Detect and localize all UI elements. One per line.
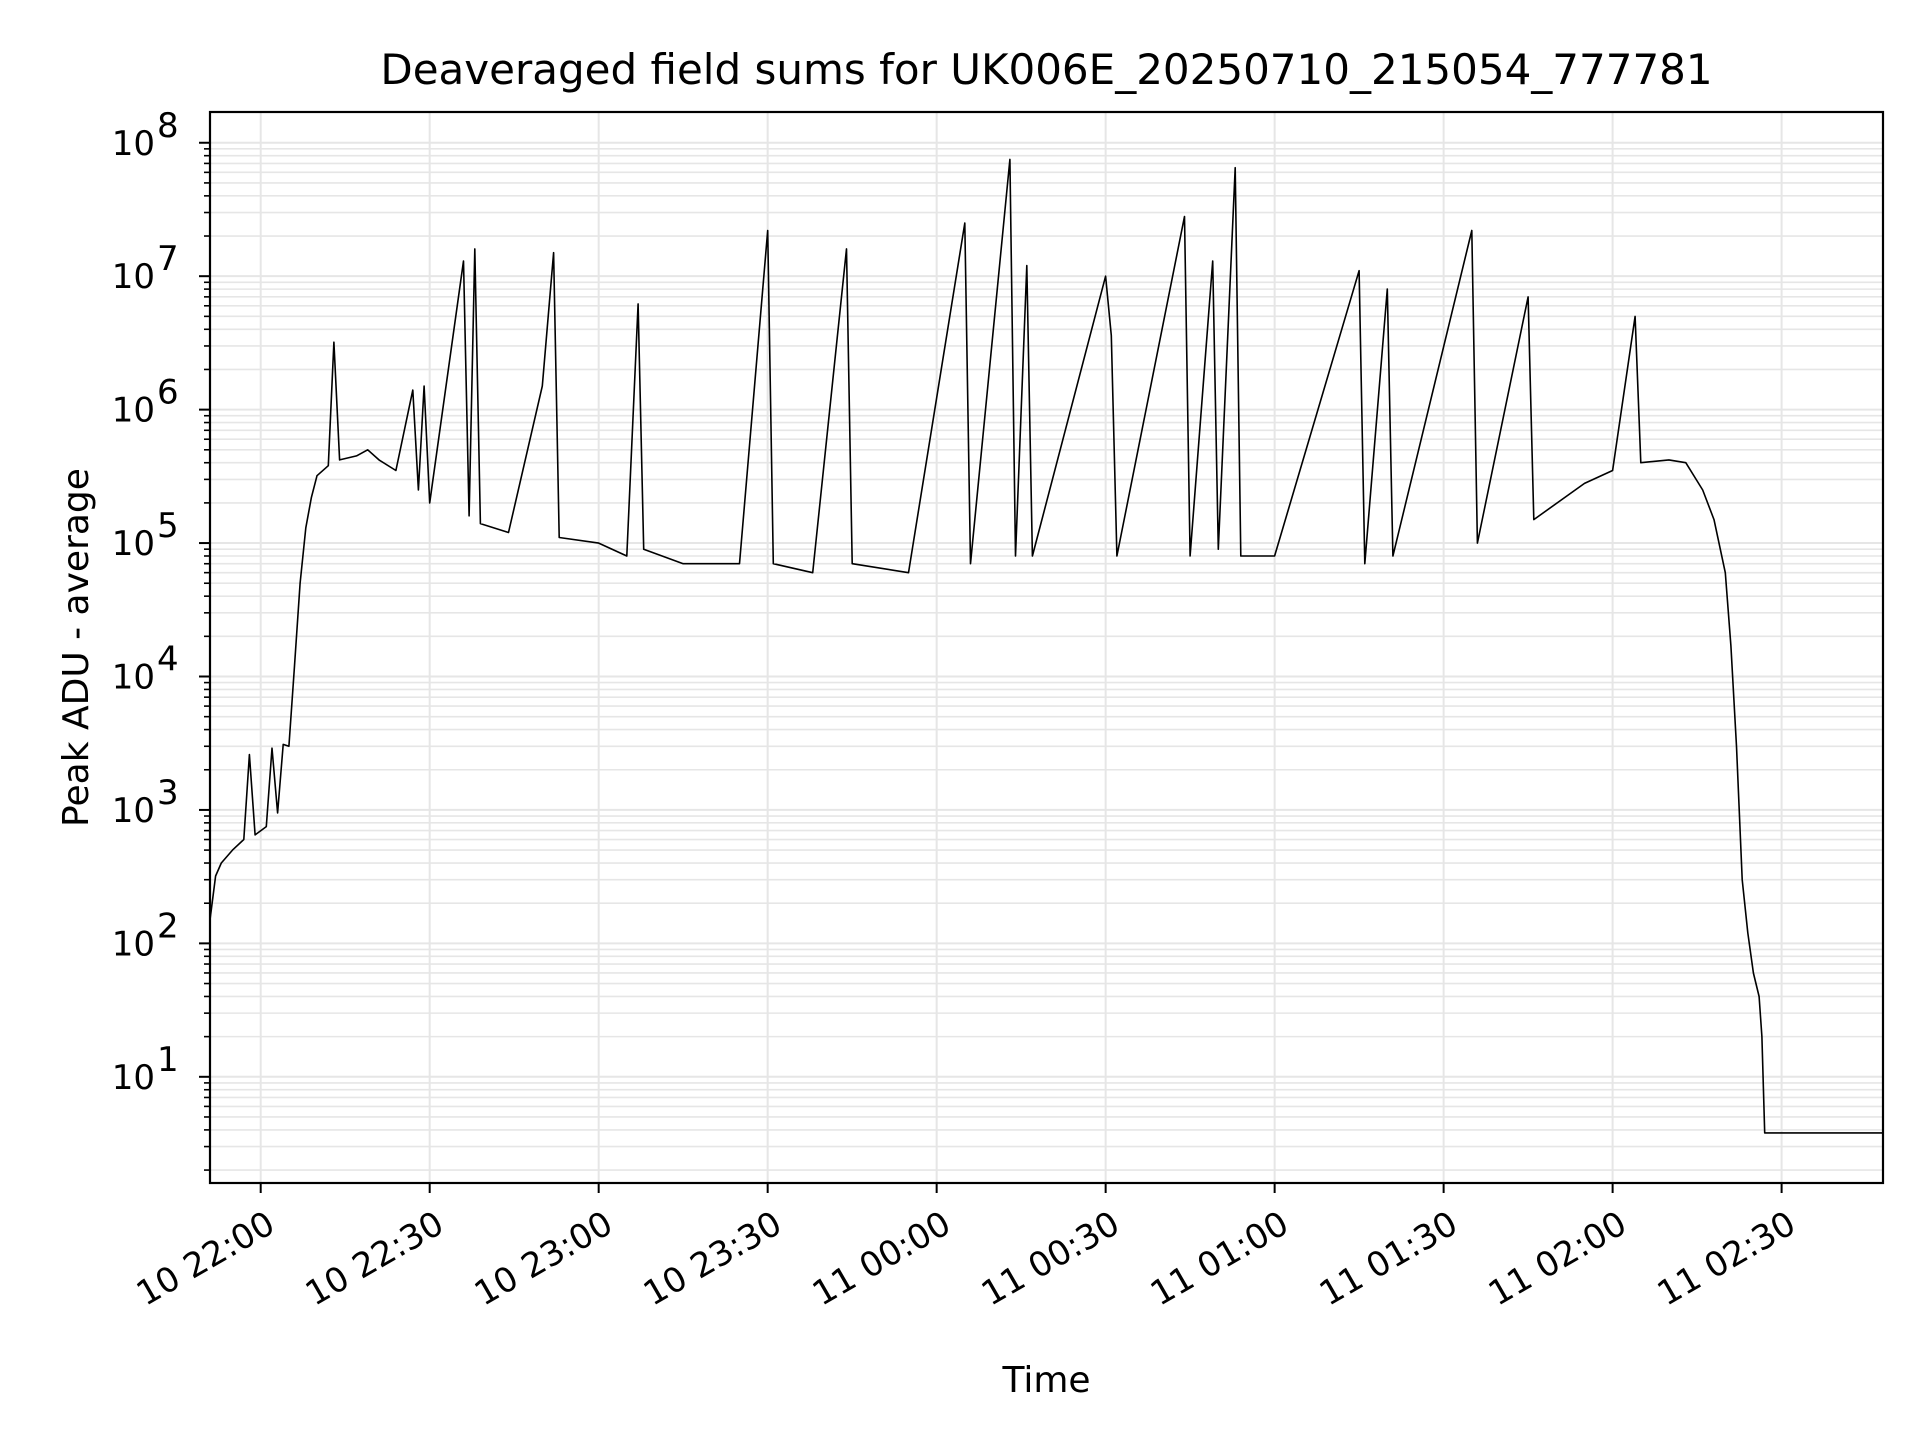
y-tick-exponent: 5 [157, 506, 179, 546]
series-line-0 [209, 158, 1883, 1134]
y-tick-label: 10 [112, 257, 155, 297]
y-tick-exponent: 6 [157, 373, 179, 413]
y-tick-exponent: 3 [157, 773, 179, 813]
plot-frame [208, 110, 1885, 1185]
y-tick-label: 10 [112, 524, 155, 564]
y-tick-exponent: 8 [157, 106, 179, 146]
y-tick-label: 10 [112, 791, 155, 831]
y-tick-exponent: 7 [157, 239, 179, 279]
y-axis-label: Peak ADU - average [56, 468, 97, 827]
grid [210, 112, 1883, 1183]
y-tick-label: 10 [112, 657, 155, 697]
chart-title: Deaveraged field sums for UK006E_2025071… [380, 45, 1712, 94]
y-tick-exponent: 2 [157, 906, 179, 946]
y-tick-label: 10 [112, 924, 155, 964]
series-lines [209, 158, 1883, 1134]
y-tick-exponent: 4 [157, 639, 179, 679]
y-tick-label: 10 [112, 124, 155, 164]
y-tick-label: 10 [112, 1058, 155, 1098]
y-tick-exponent: 1 [157, 1040, 179, 1080]
x-axis-label: Time [1001, 1360, 1090, 1401]
y-tick-label: 10 [112, 391, 155, 431]
